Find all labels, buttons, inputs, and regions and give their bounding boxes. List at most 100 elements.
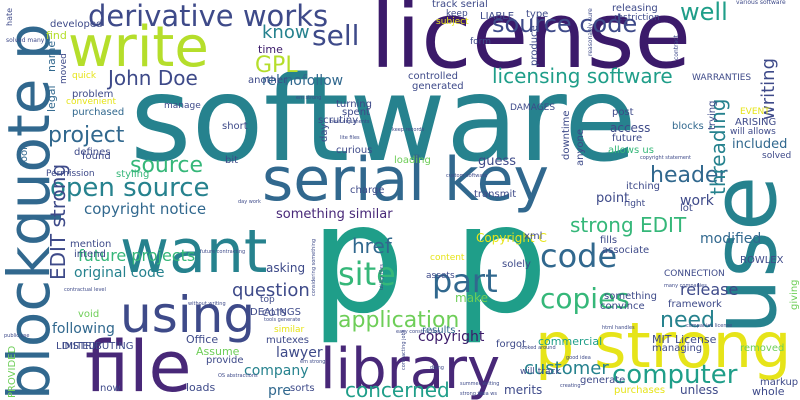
- word-assume: Assume: [196, 345, 240, 358]
- word-now: now: [100, 383, 121, 394]
- word-summer-writing: summer writing: [460, 381, 500, 387]
- word-asking: asking: [266, 261, 306, 275]
- word-license: license: [370, 0, 692, 89]
- word-assets: assets: [426, 271, 455, 281]
- word-day: day: [319, 123, 330, 142]
- word-contracting-jobs: contracting jobs: [401, 329, 407, 370]
- word-copyright-c: Copyright C: [476, 231, 547, 245]
- word-easy-construction: easy construction: [396, 329, 441, 335]
- word-allows-us: allows us: [608, 145, 654, 156]
- word-styling: styling: [116, 169, 150, 180]
- word-blocks: blocks: [672, 121, 704, 132]
- word-trying: trying: [707, 100, 718, 130]
- word-following: following: [52, 321, 115, 337]
- word-good-idea: good idea: [566, 355, 591, 361]
- word-loads: loads: [186, 381, 216, 394]
- word-office: Office: [186, 333, 219, 346]
- word-framework: framework: [668, 299, 722, 310]
- word-solved: solved: [762, 151, 792, 161]
- word-right: right: [624, 199, 646, 209]
- word-copyright-notice: copyright notice: [84, 200, 207, 218]
- word-tool: tool: [19, 147, 30, 166]
- word-day-work: day work: [238, 199, 261, 205]
- word-future: future: [612, 133, 643, 144]
- word-copyright: copyright: [418, 329, 485, 345]
- word-p-p: p p: [310, 173, 549, 347]
- word-guess: guess: [478, 154, 517, 169]
- word-em-strong-2: em strong: [300, 359, 326, 365]
- word-href: href: [352, 234, 392, 258]
- word-part: part: [432, 262, 498, 300]
- word-fills: fills: [600, 235, 618, 246]
- word-sorts: sorts: [290, 383, 315, 394]
- word-file: file: [85, 326, 192, 400]
- word-provide: provide: [206, 355, 244, 366]
- word-something-similar: something similar: [276, 207, 393, 222]
- word-merits: merits: [504, 383, 543, 397]
- word-commercial: commercial: [538, 335, 603, 348]
- word-form: form: [470, 37, 491, 47]
- word-arising: ARISING: [735, 117, 777, 128]
- word-cots: COTS: [262, 309, 287, 319]
- word-convince: convince: [600, 301, 645, 312]
- word-purchases: purchases: [614, 385, 666, 396]
- word-intend: intend: [74, 249, 106, 260]
- word-rowlex: ROWLEX: [740, 255, 784, 266]
- word-future-projects: future projects: [78, 246, 196, 265]
- word-want: want: [120, 217, 268, 287]
- word-utility-files: utility files: [379, 263, 385, 290]
- word-dealings: DEALINGS: [250, 307, 301, 318]
- word-work: work: [680, 193, 714, 209]
- word-know: know: [262, 22, 310, 43]
- word-em-strong-1: em strong: [296, 95, 322, 101]
- word-moved: moved: [59, 53, 69, 84]
- word-os-abstractions: OS abstractions: [218, 373, 258, 379]
- word-limited: LIMITED: [56, 341, 97, 352]
- word-manage: manage: [164, 101, 201, 111]
- word-header: header: [650, 163, 728, 188]
- word-post: post: [612, 107, 634, 118]
- word-itching: itching: [626, 181, 660, 192]
- word-access: access: [610, 121, 651, 135]
- word-will-allows: will allows: [730, 127, 776, 137]
- word-subject: subject: [436, 17, 469, 27]
- word-quick: quick: [72, 71, 97, 81]
- word-public-use: public use: [4, 333, 30, 339]
- word-derivative-works: derivative works: [88, 0, 329, 33]
- word-legal: legal: [45, 85, 58, 112]
- word-giving: giving: [789, 279, 800, 310]
- word-generated: generated: [412, 81, 464, 92]
- word-well: well: [680, 0, 728, 26]
- word-anyone: anyone: [575, 129, 586, 166]
- word-question: question: [232, 280, 310, 301]
- word-strong-ws: strong ws: [460, 391, 485, 397]
- word-connection: CONNECTION: [664, 269, 725, 279]
- word-markup: markup: [760, 377, 799, 388]
- word-tools-generate: tools generate: [264, 317, 301, 323]
- word-removed: removed: [740, 343, 785, 354]
- word-mit-license: MIT License: [652, 333, 717, 346]
- word-hate: hate: [5, 7, 14, 26]
- word-convenient: convenient: [66, 97, 116, 107]
- word-solved-many: solved many: [6, 37, 45, 44]
- word-distributing: DISTRIBUTING: [62, 341, 134, 352]
- word-purchased: purchased: [72, 107, 125, 118]
- word-source: source: [130, 153, 204, 178]
- word-code: code: [540, 237, 618, 275]
- word-another: another: [248, 75, 288, 86]
- word-best-arguments: best arguments: [330, 119, 370, 125]
- word-modified: modified: [700, 231, 762, 247]
- word-project: project: [48, 123, 125, 148]
- word-serial-key: serial key: [262, 145, 550, 215]
- word-looked-around: looked around: [520, 345, 556, 351]
- word-scrutiny: scrutiny: [318, 115, 359, 126]
- word-liable: LIABLE: [480, 11, 515, 22]
- word-mutexes: mutexes: [266, 335, 309, 346]
- word-make: make: [455, 291, 488, 305]
- word-rel-nofollow: rel nofollow: [262, 73, 344, 89]
- word-without-writing: without writing: [188, 301, 226, 307]
- word-produce: produce: [529, 25, 540, 66]
- word-provided: PROVIDED: [7, 345, 18, 398]
- word-future-contracting: future contracting: [200, 249, 246, 255]
